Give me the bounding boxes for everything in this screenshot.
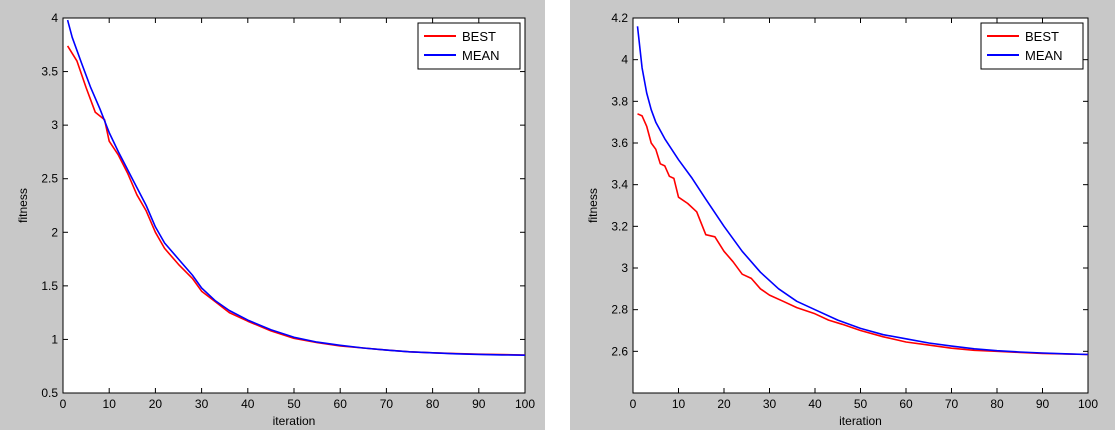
y-tick-label: 3.5 <box>41 65 58 79</box>
y-tick-label: 3.2 <box>611 219 628 233</box>
y-tick-label: 4 <box>51 11 58 25</box>
y-axis-label: fitness <box>586 188 600 223</box>
series-line-mean <box>66 19 526 356</box>
x-tick-label: 80 <box>426 397 440 411</box>
y-tick-label: 2.6 <box>611 344 628 358</box>
x-tick-label: 80 <box>990 397 1004 411</box>
x-tick-label: 100 <box>1078 397 1098 411</box>
x-tick-label: 60 <box>899 397 913 411</box>
y-tick-label: 3.4 <box>611 178 628 192</box>
x-tick-label: 30 <box>763 397 777 411</box>
x-tick-label: 30 <box>195 397 209 411</box>
chart-left: 0 10 20 30 40 50 60 70 80 90 100 0.5 1 1.5 2 2.5 3 3.5 4 it… <box>16 11 535 428</box>
x-tick-label: 90 <box>472 397 486 411</box>
x-tick-label: 70 <box>945 397 959 411</box>
legend-box <box>417 22 521 70</box>
y-tick-label: 3.6 <box>611 136 628 150</box>
y-tick-label: 3 <box>621 261 628 275</box>
y-tick-label: 2 <box>51 225 58 239</box>
y-tick-label: 2.5 <box>41 172 58 186</box>
legend-label-mean: MEAN <box>1025 48 1063 63</box>
x-tick-label: 10 <box>103 397 117 411</box>
x-tick-label: 0 <box>60 397 67 411</box>
x-axis-label: iteration <box>839 414 882 428</box>
x-tick-label: 40 <box>241 397 255 411</box>
x-tick-label: 40 <box>808 397 822 411</box>
x-tick-label: 60 <box>334 397 348 411</box>
chart-panel-left: 0 10 20 30 40 50 60 70 80 90 100 0.5 1 1.5 2 2.5 3 3.5 4 it… <box>0 0 545 430</box>
plot-area <box>62 17 526 394</box>
x-tick-label: 20 <box>149 397 163 411</box>
series-line-mean <box>636 26 1089 356</box>
chart-right: 0 10 20 30 40 50 60 70 80 90 100 2.6 2.8 3 3.2 3.4 3.6 3.… <box>586 11 1098 428</box>
x-axis-label: iteration <box>273 414 316 428</box>
y-tick-label: 3 <box>51 118 58 132</box>
x-tick-label: 0 <box>630 397 637 411</box>
plot-area <box>632 17 1089 394</box>
y-tick-label: 3.8 <box>611 94 628 108</box>
legend-label-mean: MEAN <box>462 48 500 63</box>
x-tick-label: 100 <box>515 397 535 411</box>
y-tick-label: 2.8 <box>611 303 628 317</box>
chart-panel-right: 0 10 20 30 40 50 60 70 80 90 100 2.6 2.8 3 3.2 3.4 3.6 3.… <box>570 0 1115 430</box>
legend: BEST MEAN <box>417 22 521 70</box>
x-tick-label: 50 <box>287 397 301 411</box>
x-tick-label: 20 <box>717 397 731 411</box>
y-axis-label: fitness <box>16 188 30 223</box>
y-tick-label: 1.5 <box>41 279 58 293</box>
y-tick-label: 1 <box>51 332 58 346</box>
x-tick-label: 70 <box>380 397 394 411</box>
legend-label-best: BEST <box>1025 29 1059 44</box>
legend-label-best: BEST <box>462 29 496 44</box>
y-tick-label: 4 <box>621 53 628 67</box>
x-tick-label: 50 <box>854 397 868 411</box>
legend: BEST MEAN <box>980 22 1084 70</box>
x-tick-label: 90 <box>1036 397 1050 411</box>
y-tick-label: 4.2 <box>611 11 628 25</box>
y-tick-label: 0.5 <box>41 386 58 400</box>
x-tick-label: 10 <box>672 397 686 411</box>
legend-box <box>980 22 1084 70</box>
series-line-best <box>637 113 1089 356</box>
